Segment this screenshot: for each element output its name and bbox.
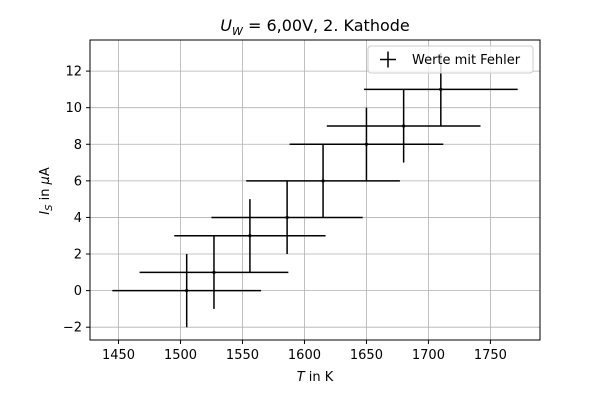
y-tick-label: 4	[74, 211, 82, 226]
point-marker	[402, 124, 406, 128]
y-tick-label: −2	[63, 321, 82, 336]
y-tick-label: 2	[74, 248, 82, 263]
legend: Werte mit Fehler	[367, 45, 534, 74]
data-point	[326, 89, 481, 163]
data-point	[211, 180, 363, 255]
x-tick-label: 1600	[288, 348, 321, 363]
data-series	[112, 52, 518, 328]
point-marker	[321, 179, 325, 183]
legend-box	[367, 45, 534, 74]
legend-label: Werte mit Fehler	[412, 53, 521, 68]
x-tick-label: 1700	[412, 348, 445, 363]
x-axis-label: T in K	[297, 370, 334, 385]
point-marker	[185, 289, 189, 293]
x-tick-label: 1550	[226, 348, 259, 363]
y-tick-label: 12	[65, 65, 82, 80]
data-point	[246, 144, 400, 218]
x-axis-ticks: 1450 1500 1550 1600 1650 1700 1750	[102, 340, 507, 363]
x-tick-label: 1500	[164, 348, 197, 363]
plot-area-frame	[89, 39, 541, 341]
y-tick-label: 6	[74, 174, 82, 189]
x-tick-label: 1750	[474, 348, 507, 363]
point-marker	[285, 215, 289, 220]
point-marker	[364, 142, 369, 146]
chart-title: UW = 6,00V, 2. Kathode	[220, 16, 410, 38]
grid	[90, 40, 540, 340]
data-point	[112, 254, 262, 328]
data-point	[139, 235, 289, 309]
x-tick-label: 1450	[102, 348, 135, 363]
point-marker	[212, 270, 216, 274]
data-point	[289, 107, 444, 181]
point-marker	[439, 87, 443, 91]
y-tick-label: 0	[74, 284, 82, 299]
point-marker	[248, 234, 252, 238]
y-axis-ticks: −2 0 2 4 6 8 10 12	[63, 65, 90, 336]
y-axis-label: IS in µA	[38, 167, 55, 215]
data-point	[174, 199, 326, 273]
y-tick-label: 8	[74, 138, 82, 153]
y-tick-label: 10	[65, 101, 82, 116]
x-tick-label: 1650	[350, 348, 383, 363]
